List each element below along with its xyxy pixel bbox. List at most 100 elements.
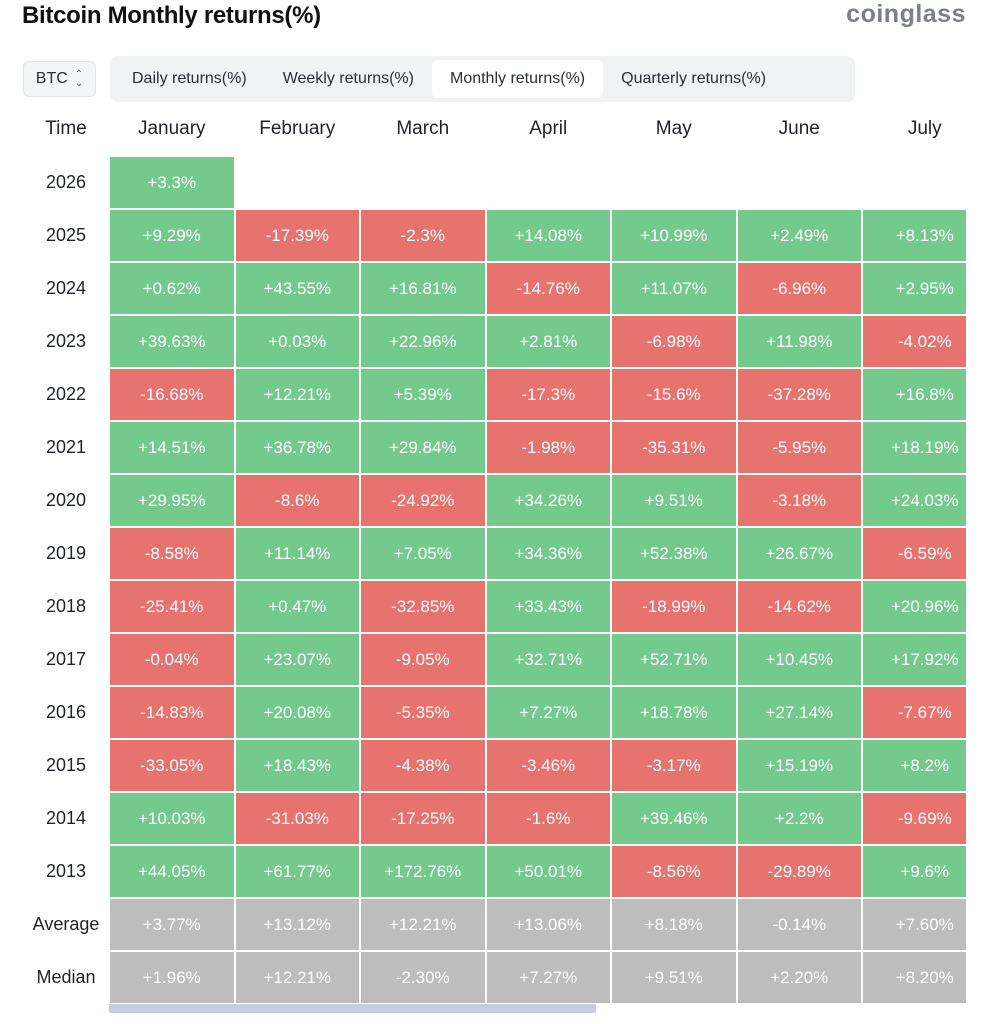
- return-cell: +11.14%: [235, 528, 359, 579]
- return-cell: +0.03%: [235, 316, 359, 367]
- return-cell: +3.3%: [110, 157, 234, 208]
- return-cell: +39.46%: [612, 793, 736, 844]
- return-cell: -35.31%: [612, 422, 736, 473]
- return-cell: -9.05%: [361, 634, 485, 685]
- coin-select[interactable]: BTC ⌃ ⌄: [23, 61, 96, 97]
- return-cell: -25.41%: [110, 581, 234, 632]
- return-cell: -15.6%: [612, 369, 736, 420]
- return-cell: +36.78%: [235, 422, 359, 473]
- return-cell: +16.8%: [863, 369, 987, 420]
- return-cell: +20.08%: [235, 687, 359, 738]
- return-cell: +0.47%: [235, 581, 359, 632]
- return-cell: +17.92%: [863, 634, 987, 685]
- coin-select-value: BTC: [35, 70, 68, 87]
- return-cell: +5.39%: [361, 369, 485, 420]
- column-header: January: [137, 118, 206, 139]
- return-cell: +2.81%: [486, 316, 610, 367]
- year-label: 2022: [45, 384, 87, 404]
- return-cell: +23.07%: [235, 634, 359, 685]
- horizontal-scrollbar[interactable]: [109, 1004, 596, 1013]
- column-header-time: Time: [45, 118, 87, 139]
- return-cell: +9.6%: [863, 846, 987, 897]
- return-cell: -14.62%: [737, 581, 861, 632]
- return-cell: +7.27%: [486, 687, 610, 738]
- year-label: 2025: [45, 225, 87, 245]
- return-cell: -6.96%: [737, 263, 861, 314]
- return-cell: -8.56%: [612, 846, 736, 897]
- year-label: 2021: [45, 437, 87, 457]
- return-cell: -5.35%: [361, 687, 485, 738]
- summary-cell: +9.51%: [612, 952, 736, 1003]
- year-label: 2015: [45, 755, 87, 775]
- column-header: April: [529, 118, 568, 139]
- tab-daily-returns[interactable]: Daily returns(%): [132, 70, 247, 87]
- return-cell: -0.04%: [110, 634, 234, 685]
- return-cell: +9.29%: [110, 210, 234, 261]
- summary-cell: +7.60%: [863, 899, 987, 950]
- return-cell: -6.98%: [612, 316, 736, 367]
- summary-cell: -0.14%: [737, 899, 861, 950]
- return-cell: +61.77%: [235, 846, 359, 897]
- return-cell: +10.99%: [612, 210, 736, 261]
- return-cell: -33.05%: [110, 740, 234, 791]
- return-cell: -7.67%: [863, 687, 987, 738]
- return-cell: +39.63%: [110, 316, 234, 367]
- return-cell: +172.76%: [361, 846, 485, 897]
- return-cell: -18.99%: [612, 581, 736, 632]
- return-cell: +14.08%: [486, 210, 610, 261]
- return-cell: -1.6%: [486, 793, 610, 844]
- return-cell: +8.13%: [863, 210, 987, 261]
- return-cell: +18.43%: [235, 740, 359, 791]
- coinglass-logo: coinglass: [846, 0, 966, 28]
- return-cell: -1.98%: [486, 422, 610, 473]
- return-cell: +2.49%: [737, 210, 861, 261]
- return-cell: -3.17%: [612, 740, 736, 791]
- return-cell: +50.01%: [486, 846, 610, 897]
- summary-cell: +13.06%: [486, 899, 610, 950]
- return-cell: -2.3%: [361, 210, 485, 261]
- summary-cell: -2.30%: [361, 952, 485, 1003]
- tab-monthly-returns[interactable]: Monthly returns(%): [431, 60, 604, 98]
- return-cell: +52.71%: [612, 634, 736, 685]
- return-cell: -37.28%: [737, 369, 861, 420]
- chevron-up-down-icon: ⌃ ⌄: [74, 69, 84, 89]
- summary-cell: +8.18%: [612, 899, 736, 950]
- tab-weekly-returns[interactable]: Weekly returns(%): [282, 70, 414, 87]
- return-cell: +12.21%: [235, 369, 359, 420]
- return-cell: -9.69%: [863, 793, 987, 844]
- year-label: 2013: [45, 861, 87, 881]
- return-cell: -17.39%: [235, 210, 359, 261]
- summary-row-label: Median: [36, 967, 96, 987]
- return-cell: -4.38%: [361, 740, 485, 791]
- return-cell: +2.2%: [737, 793, 861, 844]
- return-cell: +10.03%: [110, 793, 234, 844]
- return-cell: +18.19%: [863, 422, 987, 473]
- return-cell: -5.95%: [737, 422, 861, 473]
- column-header: May: [655, 118, 692, 139]
- year-label: 2023: [45, 331, 87, 351]
- return-cell: +34.36%: [486, 528, 610, 579]
- return-cell: -6.59%: [863, 528, 987, 579]
- return-cell: -8.58%: [110, 528, 234, 579]
- summary-cell: +8.20%: [863, 952, 987, 1003]
- return-cell: +43.55%: [235, 263, 359, 314]
- year-label: 2014: [45, 808, 87, 828]
- return-cell: +2.95%: [863, 263, 987, 314]
- return-cell: +7.05%: [361, 528, 485, 579]
- return-cell: -17.3%: [486, 369, 610, 420]
- return-cell: +20.96%: [863, 581, 987, 632]
- return-cell: -17.25%: [361, 793, 485, 844]
- return-cell: -29.89%: [737, 846, 861, 897]
- year-label: 2017: [45, 649, 87, 669]
- return-cell: +15.19%: [737, 740, 861, 791]
- return-cell: +52.38%: [612, 528, 736, 579]
- tab-quarterly-returns[interactable]: Quarterly returns(%): [621, 70, 767, 87]
- return-cell: -16.68%: [110, 369, 234, 420]
- return-cell: +14.51%: [110, 422, 234, 473]
- summary-cell: +2.20%: [737, 952, 861, 1003]
- return-cell: -4.02%: [863, 316, 987, 367]
- return-cell: -31.03%: [235, 793, 359, 844]
- return-cell: -32.85%: [361, 581, 485, 632]
- return-cell: -3.18%: [737, 475, 861, 526]
- return-cell: +8.2%: [863, 740, 987, 791]
